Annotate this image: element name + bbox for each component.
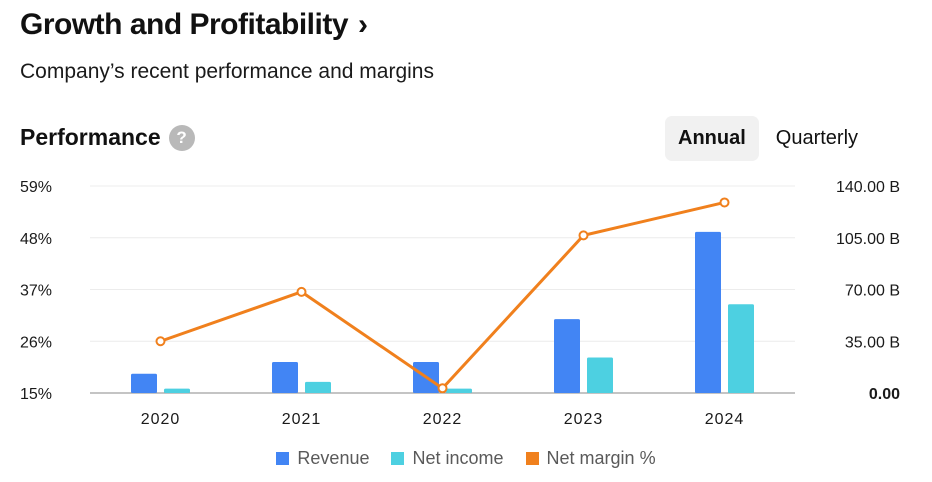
net-margin-line (160, 201, 725, 390)
x-axis-tick-label: 2020 (141, 411, 181, 428)
bar-net-income (446, 388, 472, 393)
x-axis-tick-label: 2022 (423, 411, 463, 428)
legend-item-revenue[interactable]: Revenue (276, 448, 369, 469)
period-tabs: Annual Quarterly (665, 116, 871, 161)
performance-title: Performance (20, 124, 161, 150)
left-axis-tick-label: 26% (20, 334, 52, 351)
section-header[interactable]: Growth and Profitability › (20, 8, 368, 42)
right-axis-tick-label: 70.00 B (845, 283, 900, 300)
left-axis-tick-label: 59% (20, 179, 52, 196)
help-icon[interactable]: ? (168, 124, 195, 151)
right-axis-tick-label: 140.00 B (836, 179, 900, 196)
bar-revenue (695, 231, 721, 393)
bar-net-income (164, 388, 190, 393)
x-axis-tick-label: 2021 (282, 411, 322, 428)
legend-item-net-income[interactable]: Net income (391, 448, 504, 469)
net-margin-point (719, 197, 730, 208)
tab-annual[interactable]: Annual (665, 116, 759, 161)
x-axis-tick-label: 2024 (705, 411, 745, 428)
left-axis-tick-label: 48% (20, 231, 52, 248)
left-axis-tick-label: 15% (20, 386, 52, 403)
net-margin-point (155, 336, 166, 347)
bar-net-income (728, 304, 754, 393)
net-margin-point (578, 230, 589, 241)
bar-revenue (272, 361, 298, 393)
performance-chart: 59% 140.00 B 48% 105.00 B 37% 70.00 B 26% 35.00… (20, 179, 900, 428)
page-subtitle: Company’s recent performance and margins (20, 60, 434, 83)
chart-legend: Revenue Net income Net margin % (0, 448, 932, 469)
chevron-right-icon[interactable]: › (358, 8, 369, 41)
bar-net-income (305, 381, 331, 393)
left-axis-tick-label: 37% (20, 283, 52, 300)
legend-label-revenue: Revenue (297, 448, 370, 468)
tab-quarterly[interactable]: Quarterly (775, 127, 859, 149)
bar-net-income (587, 357, 613, 393)
net-margin-point (296, 286, 307, 297)
right-axis-tick-label: 105.00 B (836, 231, 900, 248)
bar-revenue (554, 319, 580, 393)
legend-label-net-income: Net income (412, 448, 504, 468)
legend-swatch-net-income (391, 452, 405, 465)
legend-item-net-margin[interactable]: Net margin % (525, 448, 656, 469)
page-title: Growth and Profitability (20, 8, 349, 41)
bar-revenue (131, 373, 157, 393)
legend-swatch-net-margin (525, 452, 539, 465)
right-axis-tick-label: 0.00 (869, 386, 900, 403)
legend-swatch-revenue (276, 452, 290, 465)
legend-label-net-margin: Net margin % (546, 448, 656, 468)
x-axis-tick-label: 2023 (564, 411, 604, 428)
net-margin-point (437, 383, 448, 394)
right-axis-tick-label: 35.00 B (845, 334, 900, 351)
